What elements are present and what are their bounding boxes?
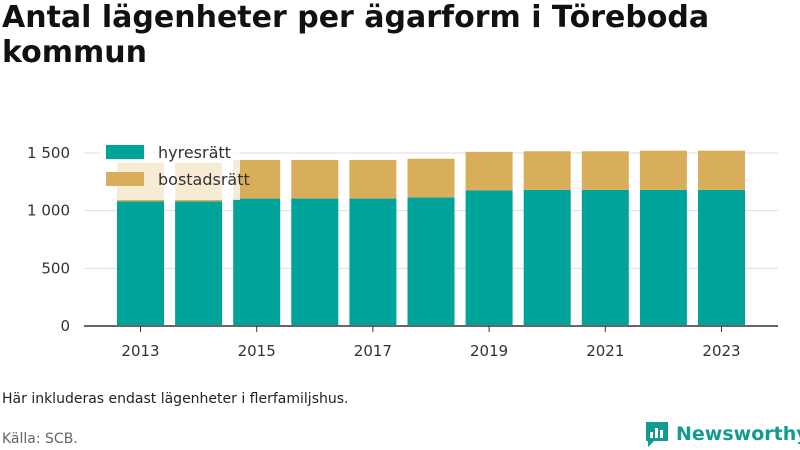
chart-title: Antal lägenheter per ägarform i Töreboda…: [2, 0, 710, 70]
bar-hyresratt-2013: [117, 201, 164, 325]
bar-bostadsratt-2022: [639, 150, 687, 190]
legend-label-bostadsratt: bostadsrätt: [158, 170, 250, 189]
legend: hyresrätt bostadsrätt: [100, 140, 250, 200]
bar-hyresratt-2019: [465, 190, 513, 325]
bar-hyresratt-2015: [233, 198, 281, 325]
bar-hyresratt-2017: [349, 198, 397, 325]
x-tick-label: 2023: [702, 342, 740, 360]
x-tick-label: 2013: [121, 342, 159, 360]
legend-swatch-bostadsratt: [106, 172, 144, 186]
newsworthy-logo-icon: [646, 422, 668, 447]
bar-bostadsratt-2019: [465, 151, 513, 191]
brand-logo: Newsworthy: [644, 420, 800, 448]
y-tick-label: 500: [41, 259, 70, 277]
x-tick-label: 2019: [470, 342, 508, 360]
stacked-bar-chart: 0 500 1 000 1 500 2013 2015 2017 2019 2021 2023 h…: [27, 140, 778, 360]
chart-note: Här inkluderas endast lägenheter i flerf…: [2, 391, 349, 407]
bar-bostadsratt-2020: [523, 151, 571, 190]
y-tick-label: 1 500: [27, 144, 70, 162]
bar-hyresratt-2020: [523, 189, 571, 325]
y-tick-label: 0: [60, 317, 70, 335]
x-tick-label: 2021: [586, 342, 624, 360]
legend-swatch-hyresratt: [106, 145, 144, 159]
bar-hyresratt-2016: [291, 198, 339, 325]
bar-hyresratt-2021: [581, 189, 629, 325]
legend-label-hyresratt: hyresrätt: [158, 143, 231, 162]
bar-bostadsratt-2023: [698, 150, 745, 190]
source-text: Källa: SCB.: [2, 431, 78, 447]
bar-bostadsratt-2015: [233, 159, 281, 199]
bar-hyresratt-2014: [175, 201, 223, 325]
bar-hyresratt-2022: [639, 189, 687, 325]
x-tick-label: 2017: [354, 342, 392, 360]
x-tick-label: 2015: [238, 342, 276, 360]
bar-hyresratt-2023: [698, 189, 745, 325]
bar-bostadsratt-2016: [291, 159, 339, 199]
bar-bostadsratt-2018: [407, 158, 455, 198]
bar-bostadsratt-2021: [581, 151, 629, 190]
bar-bostadsratt-2017: [349, 159, 397, 199]
y-tick-label: 1 000: [27, 202, 70, 220]
bar-hyresratt-2018: [407, 197, 455, 325]
axes: 0 500 1 000 1 500 2013 2015 2017 2019 2021 2023: [27, 144, 778, 360]
brand-name: Newsworthy: [676, 423, 800, 445]
